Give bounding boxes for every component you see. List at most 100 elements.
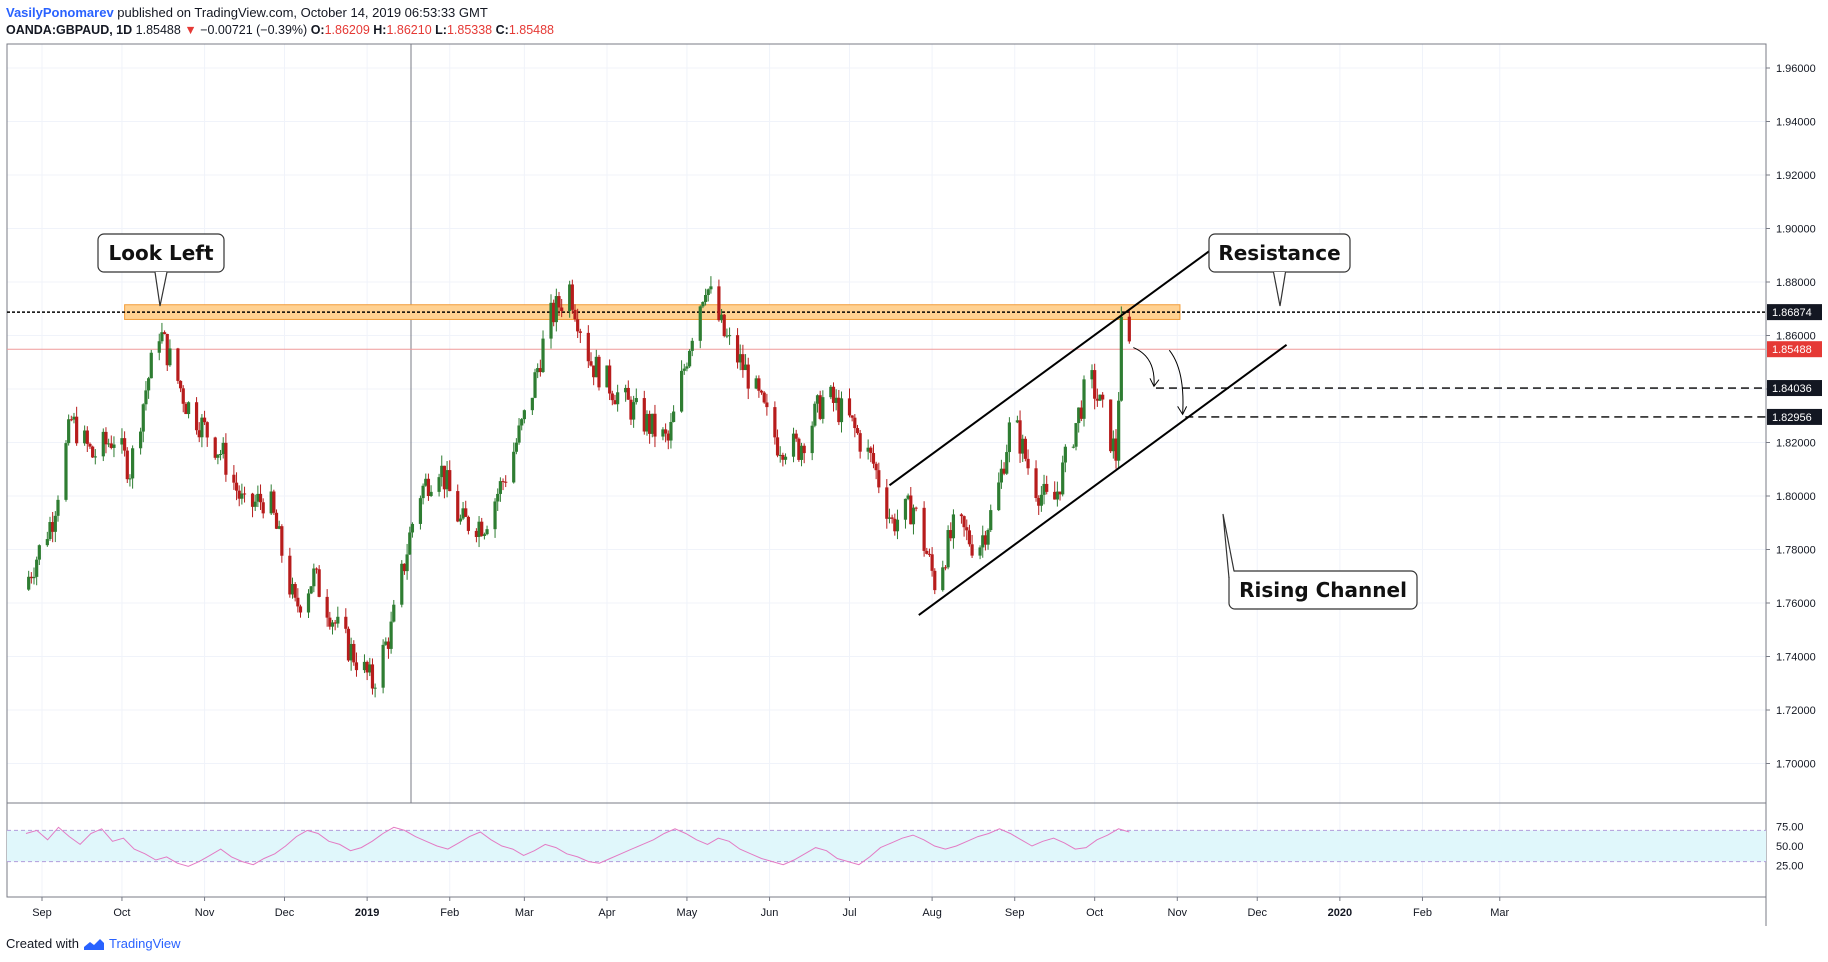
candle: [53, 511, 57, 543]
candles: [27, 276, 1131, 698]
candle: [205, 421, 209, 447]
author-link[interactable]: VasilyPonomarev: [6, 5, 114, 20]
candle-body: [821, 397, 825, 419]
price-tick-label: 1.82000: [1776, 438, 1816, 450]
open-label: O:: [310, 23, 325, 37]
candle-body: [866, 447, 870, 452]
tradingview-brand-link[interactable]: TradingView: [108, 936, 181, 951]
candle-body: [352, 643, 356, 663]
candle-body: [703, 295, 708, 303]
candle-body: [570, 284, 574, 310]
candle-body: [477, 521, 481, 537]
candle-body: [349, 643, 353, 661]
candle: [83, 425, 87, 446]
candle: [573, 304, 577, 322]
candle-body: [650, 413, 654, 434]
candle: [914, 506, 918, 512]
candle-body: [746, 364, 750, 389]
candle: [906, 493, 910, 501]
candle: [890, 514, 894, 524]
candle: [538, 359, 542, 377]
look-left-callout: Look Left: [97, 233, 225, 307]
candle: [250, 492, 255, 518]
candle: [589, 352, 593, 367]
candle: [661, 427, 665, 441]
candle-body: [1127, 316, 1131, 342]
candle: [258, 484, 263, 510]
candle-body: [597, 356, 601, 388]
candle-body: [645, 413, 649, 432]
candle-body: [1061, 462, 1065, 495]
candle: [821, 390, 825, 424]
candle-body: [120, 438, 124, 445]
candle-body: [592, 365, 596, 378]
candle: [1114, 429, 1118, 469]
time-tick-label: Jun: [761, 907, 779, 919]
candle: [1055, 481, 1059, 507]
candle-body: [482, 534, 486, 536]
rsi-tick-label: 75.00: [1776, 822, 1804, 834]
candle-body: [1015, 420, 1019, 423]
candle-body: [1079, 407, 1083, 419]
candle: [887, 508, 892, 524]
candle-body: [941, 567, 945, 591]
candle: [240, 483, 244, 505]
candle: [999, 459, 1003, 489]
candle-body: [986, 530, 990, 545]
candle-body: [578, 331, 582, 333]
candle: [895, 509, 900, 540]
candle: [277, 520, 281, 530]
candle-body: [831, 386, 836, 403]
candle: [983, 530, 988, 551]
candle: [1079, 400, 1083, 422]
candle-body: [168, 348, 172, 366]
candle: [381, 639, 385, 694]
candle-body: [178, 380, 183, 389]
candle: [349, 637, 353, 671]
candle-body: [1037, 498, 1041, 506]
candle: [847, 388, 852, 418]
candle: [480, 517, 484, 537]
time-tick-label: May: [677, 907, 698, 919]
candle: [48, 516, 52, 541]
candle: [1005, 444, 1009, 475]
candle-body: [687, 350, 692, 367]
grid: [7, 44, 1766, 897]
candle-body: [149, 352, 153, 379]
candle: [576, 308, 580, 339]
candle-body: [632, 402, 636, 420]
candle-body: [890, 517, 894, 519]
candle: [722, 313, 726, 338]
published-text: published on TradingView.com, October 14…: [117, 5, 488, 20]
candle: [1071, 444, 1075, 449]
candle-body: [1090, 370, 1094, 380]
candle-body: [759, 390, 764, 393]
candle-body: [858, 433, 862, 452]
candle: [298, 604, 303, 618]
candle: [392, 599, 396, 623]
candle: [194, 397, 199, 435]
candle: [672, 405, 676, 423]
candle: [418, 495, 423, 530]
candle: [1002, 462, 1006, 476]
candle-body: [698, 306, 702, 341]
candle: [799, 442, 804, 467]
candle: [1042, 474, 1046, 505]
candle-body: [536, 368, 540, 373]
candle-body: [272, 491, 276, 513]
candle: [165, 333, 169, 371]
last-price-label: 1.85488: [1772, 344, 1812, 356]
candle-body: [256, 493, 260, 502]
candle: [1034, 460, 1038, 502]
rsi-band: [7, 830, 1766, 862]
candle: [719, 309, 724, 323]
candle-body: [743, 364, 748, 371]
candle-body: [1007, 422, 1011, 453]
candle-body: [946, 530, 950, 568]
candle: [29, 572, 33, 584]
candle: [362, 654, 367, 674]
candle-body: [709, 286, 713, 290]
candle-body: [312, 568, 316, 587]
time-tick-label: 2019: [355, 907, 379, 919]
